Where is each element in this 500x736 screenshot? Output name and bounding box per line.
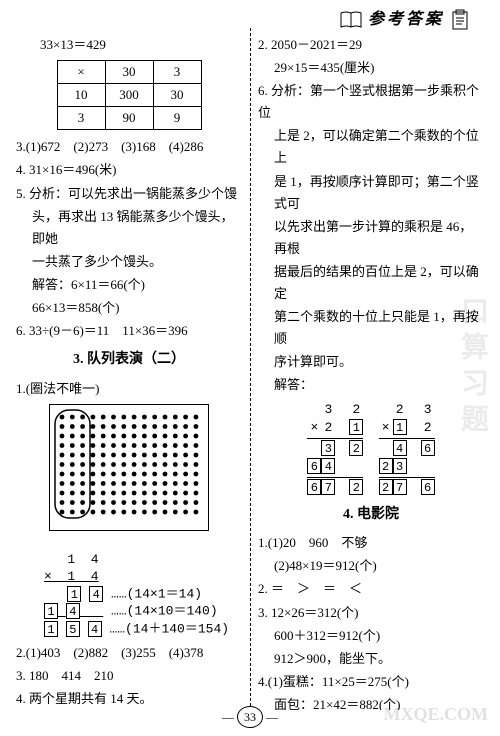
box-digit: 1 [44, 603, 58, 619]
text-line: 解答：6×11＝66(个) [16, 274, 242, 296]
text-line: 33×13＝429 [16, 34, 242, 56]
box-digit: 4 [89, 586, 103, 602]
text-line: 6. 33÷(9－6)＝11 11×36＝396 [16, 320, 242, 342]
text-line: 以先求出第一步计算的乘积是 46，再根 [258, 216, 484, 260]
text-line: 序计算即可。 [258, 351, 484, 373]
table-cell: 30 [153, 84, 201, 107]
mult-line: × 1 4 [44, 569, 99, 584]
text-line: 头，再求出 13 锅能蒸多少个馒头，即她 [16, 206, 242, 250]
vertical-multiplication: 1 4 × 1 4 1 4 ……(14×1＝14) 1 4 ……(14×10＝1… [44, 535, 242, 638]
text-line: 第二个乘数的十位上只能是 1，再按顺 [258, 306, 484, 350]
calc-table: ×303 1030030 3909 [57, 60, 202, 130]
header-title: 参考答案 [368, 6, 444, 33]
text-line: 是 1，再按顺序计算即可；第二个竖式可 [258, 171, 484, 215]
page-number: — 33 — [0, 706, 500, 728]
table-cell: 30 [105, 61, 153, 84]
text-line: 600＋312＝912(个) [258, 625, 484, 647]
text-line: 3. 12×26＝312(个) [258, 602, 484, 624]
box-digit: 1 [44, 621, 58, 637]
mult-note: ……(14×10＝140) [111, 604, 218, 619]
column-divider [250, 28, 251, 706]
mult-block-1: 32 ×21 32 64 672 [307, 401, 363, 497]
text-line: (2)48×19＝912(个) [258, 555, 484, 577]
vertical-mult-pair: 32 ×21 32 64 672 23 ×12 46 23 276 [258, 401, 484, 497]
text-line: 1.(圈法不唯一) [16, 378, 242, 400]
text-line: 66×13＝858(个) [16, 297, 242, 319]
text-line: 据最后的结果的百位上是 2，可以确定 [258, 261, 484, 305]
text-line: 5. 分析：可以先求出一锅能蒸多少个馒 [16, 183, 242, 205]
table-cell: 3 [153, 61, 201, 84]
text-line: 4.(1)蛋糕：11×25＝275(个) [258, 671, 484, 693]
text-line: 6. 分析：第一个竖式根据第一步乘积个位 [258, 80, 484, 124]
dot-grid [49, 404, 209, 531]
text-line: 4. 31×16＝496(米) [16, 159, 242, 181]
mult-line: 1 4 [44, 552, 99, 567]
text-line: 29×15＝435(厘米) [258, 57, 484, 79]
left-column: 33×13＝429 ×303 1030030 3909 3.(1)672 (2)… [8, 34, 250, 710]
text-line: 2.(1)403 (2)882 (3)255 (4)378 [16, 642, 242, 664]
table-cell: 9 [153, 107, 201, 130]
text-line: 3. 180 414 210 [16, 665, 242, 687]
mult-note: ……(14＋140＝154) [109, 621, 229, 636]
text-line: 解答： [258, 374, 484, 396]
table-cell: × [57, 61, 105, 84]
box-digit: 5 [66, 621, 80, 637]
header: 参考答案 [340, 6, 470, 33]
box-digit: 4 [88, 621, 102, 637]
table-cell: 300 [105, 84, 153, 107]
mult-block-2: 23 ×12 46 23 276 [379, 401, 435, 497]
mult-note: ……(14×1＝14) [111, 586, 202, 601]
page-number-value: 33 [237, 706, 263, 728]
dot-grid-svg [54, 409, 204, 519]
text-line: 上是 2，可以确定第二个乘数的个位上 [258, 125, 484, 169]
table-cell: 3 [57, 107, 105, 130]
text-line: 2. ＝ ＞ ＝ ＜ [258, 578, 484, 600]
box-digit: 4 [66, 603, 80, 619]
text-line: 3.(1)672 (2)273 (3)168 (4)286 [16, 136, 242, 158]
section-title: 3. 队列表演（二） [16, 348, 242, 372]
clipboard-icon [450, 9, 470, 31]
table-cell: 10 [57, 84, 105, 107]
text-line: 912＞900，能坐下。 [258, 648, 484, 670]
table-cell: 90 [105, 107, 153, 130]
book-icon [340, 11, 362, 29]
right-column: 2. 2050－2021＝29 29×15＝435(厘米) 6. 分析：第一个竖… [250, 34, 492, 710]
box-digit: 1 [67, 586, 81, 602]
text-line: 2. 2050－2021＝29 [258, 34, 484, 56]
text-line: 一共蒸了多少个馒头。 [16, 251, 242, 273]
section-title: 4. 电影院 [258, 503, 484, 527]
text-line: 1.(1)20 960 不够 [258, 532, 484, 554]
